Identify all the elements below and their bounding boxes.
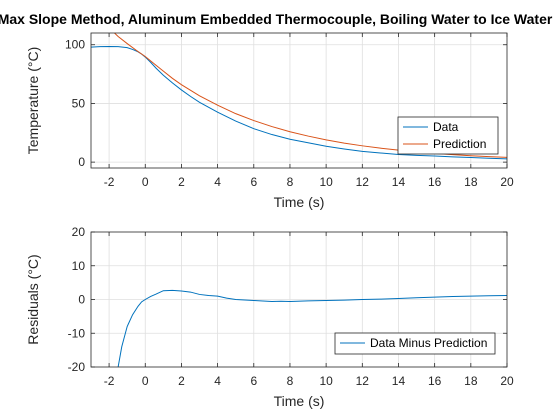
x-tick-label: 6 bbox=[250, 374, 257, 388]
y-tick-label: 20 bbox=[72, 225, 86, 239]
temperature-axes: -2 0 2 4 6 8 10 12 14 16 18 20 0 50 100 Max Slope Meth… bbox=[0, 11, 553, 210]
x-tick-label: 18 bbox=[464, 175, 478, 189]
x-tick-label: 8 bbox=[287, 175, 294, 189]
legend-label-residuals: Data Minus Prediction bbox=[370, 336, 487, 350]
legend-box-bottom bbox=[334, 332, 496, 355]
series-line-data bbox=[91, 45, 507, 160]
y-tick-label: 100 bbox=[65, 38, 85, 52]
legend-bottom: Data Minus Prediction bbox=[334, 332, 496, 355]
x-tick-label: 16 bbox=[428, 175, 442, 189]
y-tick-label: 50 bbox=[72, 96, 86, 110]
legend-top: Data Prediction bbox=[397, 116, 499, 155]
x-tick-label: 18 bbox=[464, 374, 478, 388]
x-tick-label: 6 bbox=[250, 175, 257, 189]
x-tick-label: 16 bbox=[428, 374, 442, 388]
y-axis-label-bottom: Residuals (°C) bbox=[25, 254, 41, 344]
y-tick-label: -20 bbox=[68, 360, 86, 374]
x-tick-label: 10 bbox=[319, 175, 333, 189]
y-tick-label: 0 bbox=[78, 155, 85, 169]
chart-title: Max Slope Method, Aluminum Embedded Ther… bbox=[0, 11, 553, 27]
x-tick-label: 4 bbox=[214, 374, 221, 388]
x-tick-label: 2 bbox=[178, 175, 185, 189]
legend-label-prediction: Prediction bbox=[433, 137, 486, 151]
x-tick-label: 0 bbox=[142, 374, 149, 388]
x-axis-label-top: Time (s) bbox=[274, 194, 325, 210]
x-tick-label: 20 bbox=[500, 175, 514, 189]
legend-label-data: Data bbox=[433, 120, 459, 134]
x-tick-label: 14 bbox=[392, 374, 406, 388]
y-tick-label: -10 bbox=[68, 326, 86, 340]
x-tick-label: 10 bbox=[319, 374, 333, 388]
x-tick-label: -2 bbox=[104, 374, 115, 388]
y-tick-label: 0 bbox=[78, 293, 85, 307]
axes-box-top bbox=[90, 32, 508, 169]
x-tick-label: 14 bbox=[392, 175, 406, 189]
series-line-data-minus-prediction bbox=[117, 289, 507, 367]
x-tick-label: 12 bbox=[356, 175, 370, 189]
x-tick-label: 8 bbox=[287, 374, 294, 388]
x-axis-label-bottom: Time (s) bbox=[274, 393, 325, 409]
y-tick-label: 10 bbox=[72, 259, 86, 273]
x-tick-label: 0 bbox=[142, 175, 149, 189]
x-tick-label: 12 bbox=[356, 374, 370, 388]
x-tick-label: -2 bbox=[104, 175, 115, 189]
ticks-top: -2 0 2 4 6 8 10 12 14 16 18 20 0 50 100 bbox=[65, 33, 514, 189]
x-tick-label: 20 bbox=[500, 374, 514, 388]
x-tick-label: 4 bbox=[214, 175, 221, 189]
y-axis-label-top: Temperature (°C) bbox=[25, 47, 41, 155]
legend-box-top bbox=[397, 116, 499, 155]
series-bottom bbox=[117, 289, 507, 367]
x-tick-label: 2 bbox=[178, 374, 185, 388]
